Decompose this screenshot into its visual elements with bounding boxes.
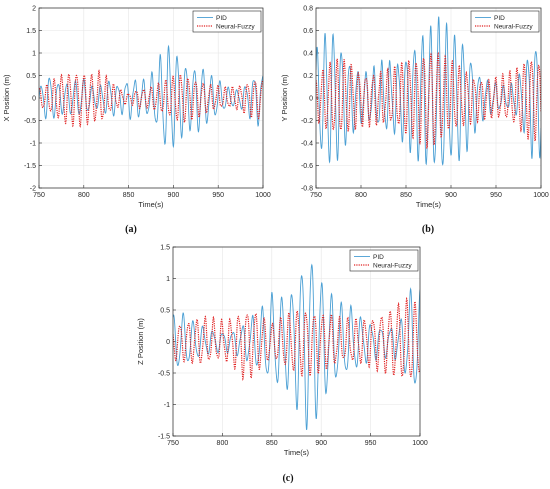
legend-label-pid: PID xyxy=(494,15,505,22)
y-tick-label: 0 xyxy=(309,96,313,103)
y-tick-label: 0.6 xyxy=(303,28,313,35)
chart-panel-1: 750 800 850 900 950 1000 2 1.5 1 0.5 0 -0.5 -1 -1.5 -2… xyxy=(2,6,271,236)
series-line-neural-fuzzy xyxy=(173,296,420,381)
legend-box xyxy=(192,10,262,33)
x-tick-label: 1000 xyxy=(412,440,428,447)
y-tick-label: -2 xyxy=(30,186,36,193)
series-line-pid xyxy=(39,44,263,149)
x-tick-label: 850 xyxy=(123,192,135,199)
legend-label-neural-fuzzy: Neural-Fuzzy xyxy=(494,23,533,30)
y-tick-label: 1 xyxy=(32,51,36,58)
x-tick-label: 900 xyxy=(445,192,457,199)
x-tick-label: 900 xyxy=(168,192,180,199)
x-tick-label: 850 xyxy=(400,192,412,199)
x-tick-label: 950 xyxy=(365,440,377,447)
y-tick-label: 0.5 xyxy=(160,308,170,315)
x-tick-label: 950 xyxy=(212,192,224,199)
series-line-neural-fuzzy xyxy=(39,69,263,128)
x-tick-label: 1000 xyxy=(533,192,549,199)
y-tick-label: 0 xyxy=(166,339,170,346)
series-line-pid xyxy=(173,263,420,430)
y-tick-label: -1 xyxy=(164,402,170,409)
panel-label: (b) xyxy=(422,224,434,235)
y-tick-label: -0.6 xyxy=(301,163,313,170)
x-tick-label: 1000 xyxy=(255,192,271,199)
y-tick-label: -0.5 xyxy=(24,118,36,125)
axes-box xyxy=(172,246,421,437)
x-tick-label: 750 xyxy=(33,192,45,199)
y-tick-label: 0.5 xyxy=(26,73,36,80)
x-tick-label: 800 xyxy=(355,192,367,199)
y-axis-label: Z Position (m) xyxy=(136,318,145,365)
y-tick-label: 0.2 xyxy=(303,73,313,80)
series-line-neural-fuzzy xyxy=(316,51,541,150)
x-tick-label: 750 xyxy=(167,440,179,447)
panel-label: (c) xyxy=(282,473,293,484)
y-tick-label: 2 xyxy=(32,6,36,13)
x-axis-label: Time(s) xyxy=(416,200,442,209)
legend-box xyxy=(349,249,419,272)
y-tick-label: 1.5 xyxy=(160,245,170,252)
legend-box xyxy=(470,10,540,33)
y-tick-label: -1.5 xyxy=(24,163,36,170)
x-axis-label: Time(s) xyxy=(138,200,164,209)
y-axis-label: Y Position (m) xyxy=(280,74,289,121)
x-tick-label: 900 xyxy=(315,440,327,447)
chart-panel-2: 750 800 850 900 950 1000 0.8 0.6 0.4 0.2 0 -0.2 -0.4… xyxy=(280,6,549,236)
y-tick-label: -0.4 xyxy=(301,141,313,148)
chart-panel-3: 750 800 850 900 950 1000 1.5 1 0.5 0 -0.5 -1 -1.5 PID… xyxy=(136,245,428,485)
y-tick-label: -0.8 xyxy=(301,186,313,193)
y-tick-label: -0.5 xyxy=(158,371,170,378)
legend-label-neural-fuzzy: Neural-Fuzzy xyxy=(373,262,412,269)
x-tick-label: 800 xyxy=(78,192,90,199)
legend-label-neural-fuzzy: Neural-Fuzzy xyxy=(216,23,255,30)
x-axis-label: Time(s) xyxy=(284,448,310,457)
x-tick-label: 800 xyxy=(217,440,229,447)
axes-box xyxy=(315,7,542,189)
y-axis-label: X Position (m) xyxy=(2,74,11,122)
y-tick-label: 0.4 xyxy=(303,51,313,58)
y-tick-label: -1 xyxy=(30,141,36,148)
x-tick-label: 750 xyxy=(310,192,322,199)
x-tick-label: 950 xyxy=(490,192,502,199)
y-tick-label: 1 xyxy=(166,276,170,283)
legend-label-pid: PID xyxy=(216,15,227,22)
panel-label: (a) xyxy=(125,224,137,235)
y-tick-label: 0.8 xyxy=(303,6,313,13)
y-tick-label: -1.5 xyxy=(158,434,170,441)
axes-box xyxy=(38,7,264,189)
y-tick-label: 0 xyxy=(32,96,36,103)
y-tick-label: 1.5 xyxy=(26,28,36,35)
legend-label-pid: PID xyxy=(373,254,384,261)
y-tick-label: -0.2 xyxy=(301,118,313,125)
x-tick-label: 850 xyxy=(266,440,278,447)
